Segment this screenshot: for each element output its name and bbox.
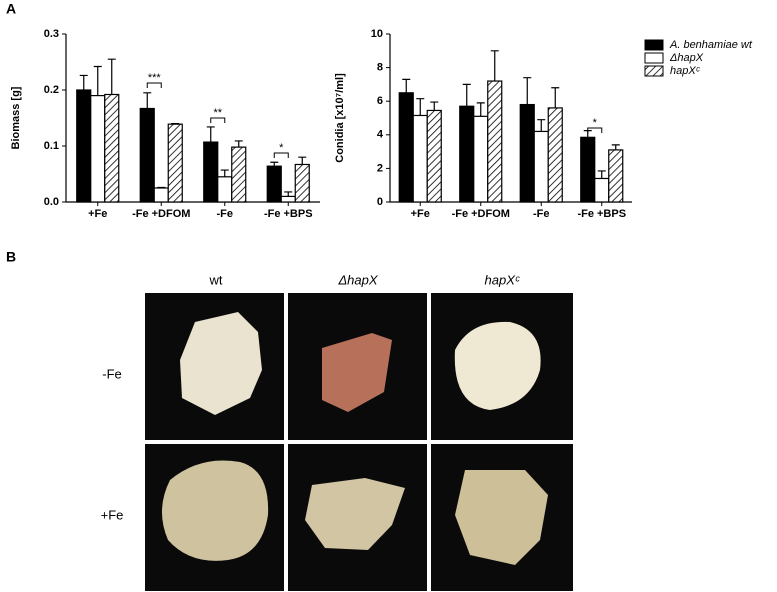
error-bar (206, 126, 215, 143)
x-tick-label: +Fe (88, 208, 107, 220)
y-tick-label: 10 (371, 28, 383, 40)
error-bar (490, 50, 499, 82)
y-tick-label: 0 (377, 196, 383, 208)
legend-swatch (644, 39, 664, 51)
bar (459, 105, 475, 203)
error-bar (523, 77, 532, 105)
y-axis-label: Conidia [x10⁷/ml] (334, 73, 346, 163)
bar (217, 176, 233, 203)
bar (547, 107, 563, 203)
bar (594, 177, 610, 203)
error-bar (298, 156, 307, 165)
bar (398, 92, 414, 203)
legend-label: ΔhapX (669, 52, 704, 64)
column-label: hapXᶜ (485, 272, 520, 287)
bar (153, 187, 169, 203)
significance-label: * (279, 142, 284, 154)
bar (76, 89, 92, 203)
error-bar (462, 83, 471, 107)
significance-bracket (587, 127, 603, 133)
y-tick-label: 2 (377, 162, 383, 174)
significance-bracket (146, 82, 162, 88)
significance-label: *** (148, 72, 162, 84)
bar (280, 195, 296, 203)
legend-swatch (644, 52, 664, 64)
error-bar (551, 87, 560, 108)
x-tick-label: -Fe +BPS (264, 208, 313, 220)
bar (519, 103, 535, 203)
significance-bracket (210, 117, 226, 123)
error-bar (270, 161, 279, 167)
error-bar (597, 170, 606, 179)
significance-bracket (273, 152, 289, 158)
error-bar (611, 144, 620, 150)
legend-label: A. benhamiae wt (669, 39, 753, 51)
panel-label: B (6, 249, 16, 265)
y-tick-label: 0.3 (44, 28, 59, 40)
column-label: wt (209, 272, 223, 287)
significance-label: * (593, 117, 598, 129)
bar (608, 149, 624, 203)
x-tick-label: -Fe (217, 208, 234, 220)
bar (139, 107, 155, 203)
photo-grid (145, 293, 573, 591)
error-bar (416, 98, 425, 116)
bar (266, 165, 282, 203)
error-bar (402, 78, 411, 93)
error-bar (79, 74, 88, 90)
x-tick-label: -Fe +BPS (577, 208, 626, 220)
error-bar (284, 191, 293, 197)
bar (533, 130, 549, 203)
bar (473, 115, 489, 203)
x-tick-label: -Fe +DFOM (132, 208, 190, 220)
row-label: -Fe (102, 366, 122, 381)
error-bar (220, 169, 229, 177)
bar (412, 114, 428, 203)
error-bar (171, 123, 180, 125)
error-bar (234, 140, 243, 148)
error-bar (107, 58, 116, 95)
y-axis-label: Biomass [g] (10, 86, 22, 149)
bar (294, 163, 310, 203)
y-tick-label: 8 (377, 62, 383, 74)
y-tick-label: 6 (377, 95, 383, 107)
bar (203, 141, 219, 203)
x-tick-label: -Fe (533, 208, 550, 220)
bar (426, 109, 442, 203)
y-tick-label: 0.0 (44, 196, 59, 208)
bar (231, 146, 247, 203)
legend-label: hapXᶜ (670, 65, 701, 77)
x-tick-label: +Fe (411, 208, 430, 220)
y-tick-label: 4 (377, 129, 384, 141)
y-tick-label: 0.1 (44, 140, 59, 152)
significance-label: ** (213, 107, 222, 119)
bar (90, 94, 106, 203)
bar (487, 80, 503, 203)
column-label: ΔhapX (337, 272, 378, 287)
y-tick-label: 0.2 (44, 84, 59, 96)
error-bar (430, 101, 439, 111)
error-bar (93, 65, 102, 96)
panel-label: A (6, 1, 16, 17)
legend-swatch (644, 65, 664, 77)
bar (167, 123, 183, 203)
x-tick-label: -Fe +DFOM (452, 208, 510, 220)
row-label: +Fe (101, 507, 124, 522)
error-bar (143, 92, 152, 109)
error-bar (476, 102, 485, 117)
bar (104, 93, 120, 203)
bar (580, 136, 596, 203)
error-bar (537, 119, 546, 132)
error-bar (157, 186, 166, 189)
